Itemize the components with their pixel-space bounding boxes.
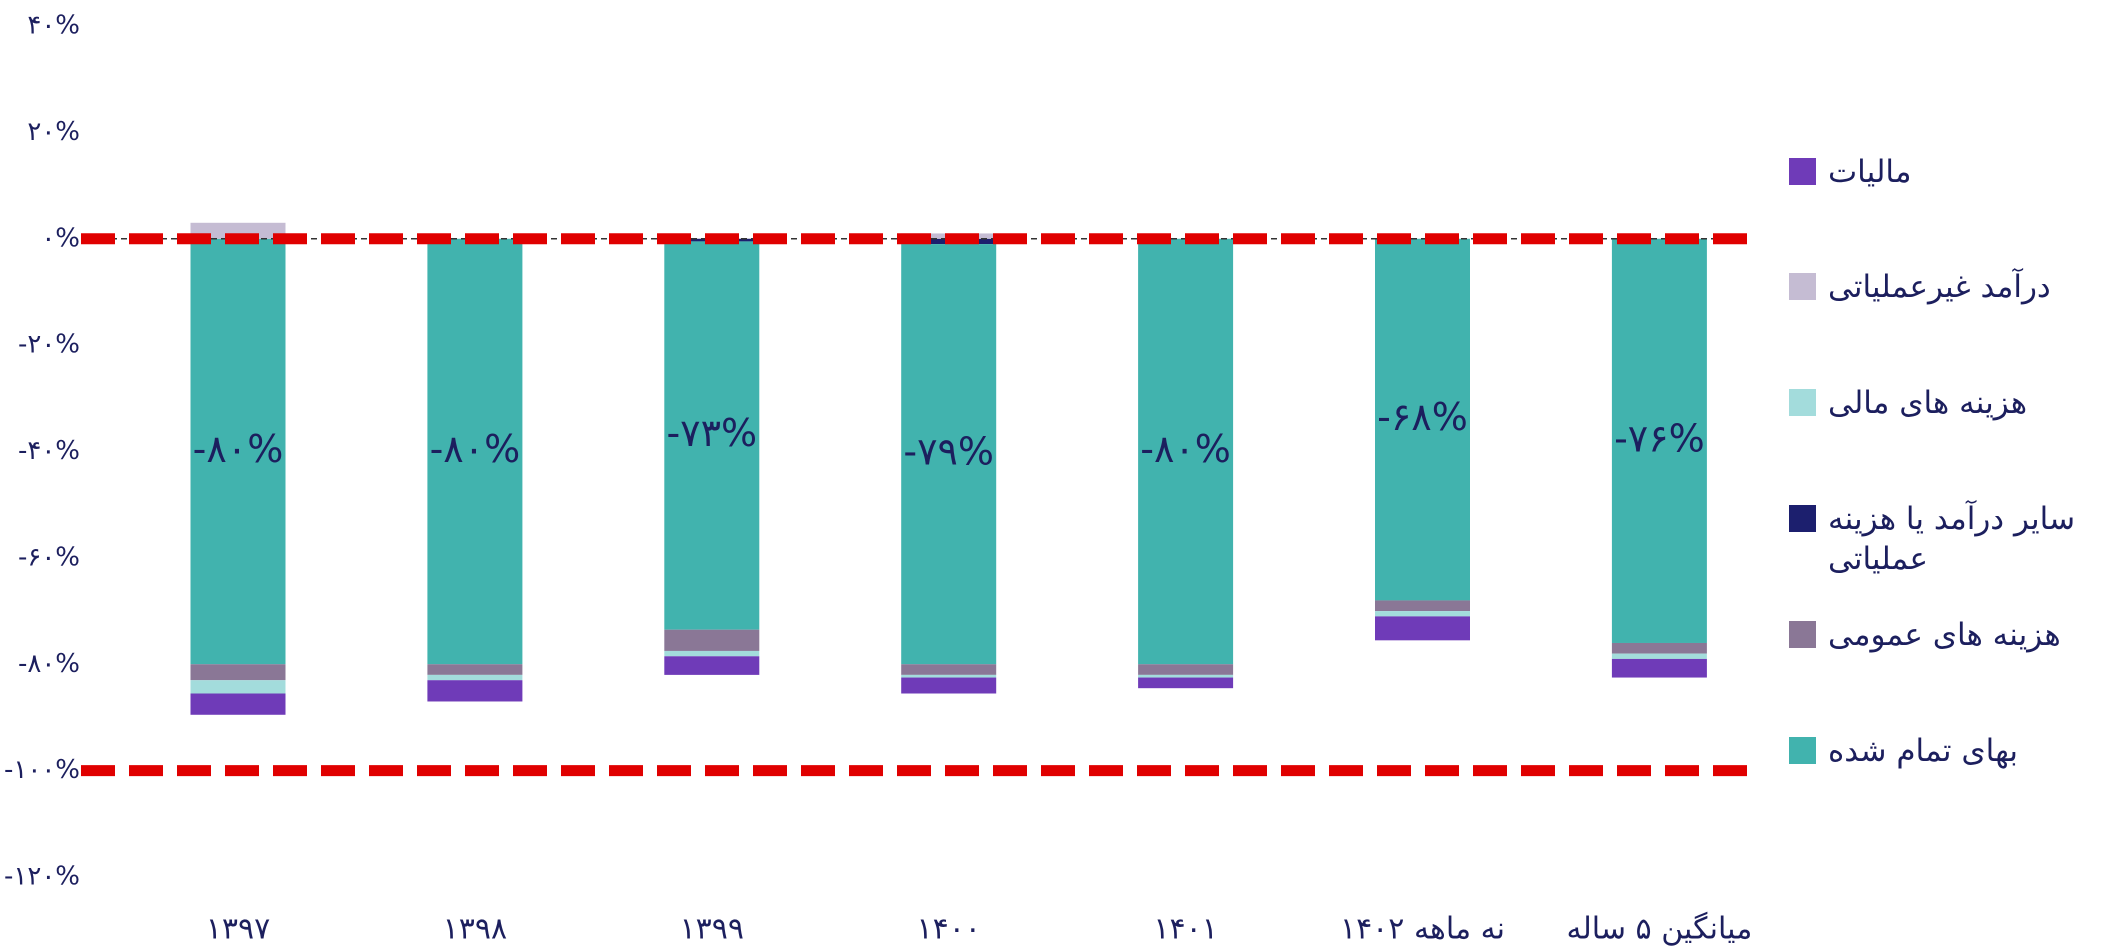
chart: -۱۲۰% -۱۰۰% -۸۰% -۶۰% -۴۰% -۲۰% ۰% ۲۰% ۴۰% ۱۳۹۷ -۸… [4,11,1753,947]
bar-segment [427,680,523,702]
bar-segment [1138,677,1234,689]
bar-segment [427,674,523,681]
bar-segment [1138,664,1234,675]
legend-item: هزینه های مالی [1789,383,2118,423]
legend-item: درآمد غیرعملیاتی [1789,267,2118,307]
bar-segment [1611,238,1707,643]
data-label: -۷۹% [903,430,994,474]
x-tick-label: نه ماهه ۱۴۰۲ [1340,912,1505,947]
bar-segment [190,222,286,239]
bar-segment [190,238,286,665]
x-tick-label: میانگین ۵ ساله [1567,912,1753,947]
legend-swatch [1789,505,1816,532]
data-label: -۸۰% [1140,427,1231,471]
bar-segment [1138,238,1234,665]
legend-swatch [1789,389,1816,416]
bar-segment [1611,642,1707,654]
bar-segment [427,664,523,675]
legend: مالیات درآمد غیرعملیاتی هزینه های مالی سایر… [1789,0,2118,947]
y-tick-label: ۰% [41,223,80,253]
y-tick-label: -۱۰۰% [4,755,80,785]
data-label: -۸۰% [193,427,284,471]
x-tick-label: ۱۳۹۸ [443,912,507,947]
data-label: -۷۳% [666,411,757,455]
x-tick-label: ۱۳۹۹ [680,912,744,947]
y-tick-label: -۲۰% [18,330,80,360]
bar-segment [901,244,997,665]
legend-label: مالیات [1828,154,1912,190]
legend-item: مالیات [1789,152,2118,192]
y-tick-label: ۲۰% [27,117,80,147]
legend-label: درآمد غیرعملیاتی [1828,269,2051,305]
legend-label: هزینه های مالی [1828,385,2028,421]
bar-segment [1611,658,1707,678]
bar-segment [664,650,760,657]
y-tick-label: -۱۲۰% [4,862,80,892]
legend-label: بهای تمام شده [1828,733,2019,769]
data-label: -۸۰% [430,427,521,471]
bar-segment [190,693,286,715]
legend-label: هزینه های عمومی [1828,617,2061,653]
bar-segment [664,241,760,630]
bar-segment [901,674,997,678]
bar-segment [1375,600,1470,612]
x-tick-label: ۱۴۰۱ [1153,912,1217,947]
bar-segment [901,677,997,694]
legend-item: سایر درآمد یا هزینه عملیاتی [1789,499,2118,579]
x-tick-label: ۱۳۹۷ [206,912,270,947]
legend-item: بهای تمام شده [1789,731,2118,771]
legend-swatch [1789,737,1816,764]
data-label: -۷۶% [1614,416,1705,460]
legend-swatch [1789,273,1816,300]
data-label: -۶۸% [1377,395,1468,439]
bar-segment [1611,653,1707,659]
bar-segment [190,664,286,681]
y-tick-label: ۴۰% [27,11,80,41]
bar-segment [664,656,760,675]
y-tick-label: -۸۰% [18,649,80,679]
bar-segment [1375,238,1470,601]
bar-segment [427,238,523,665]
bar-segment [901,664,997,675]
bar-segment [1138,674,1234,678]
bar-segment [190,680,286,694]
y-tick-label: -۴۰% [18,436,80,466]
y-tick-label: -۶۰% [18,542,80,572]
legend-item: هزینه های عمومی [1789,615,2118,655]
legend-swatch [1789,621,1816,648]
bar-segment [1375,616,1470,641]
legend-label: سایر درآمد یا هزینه عملیاتی [1828,501,2076,577]
legend-swatch [1789,158,1816,185]
bar-segment [1375,611,1470,617]
bar-segment [664,629,760,651]
x-tick-label: ۱۴۰۰ [916,912,980,947]
